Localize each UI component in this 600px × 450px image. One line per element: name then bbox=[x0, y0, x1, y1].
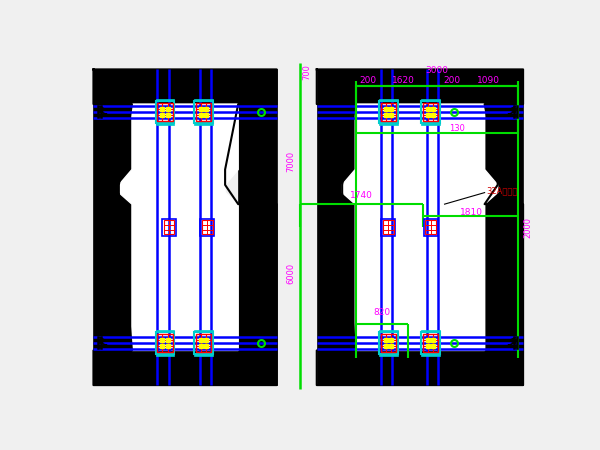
Bar bbox=[380, 103, 396, 121]
Bar bbox=[421, 99, 440, 101]
Text: 200: 200 bbox=[359, 76, 376, 86]
Bar bbox=[425, 220, 436, 234]
Polygon shape bbox=[119, 104, 238, 351]
Bar bbox=[421, 354, 440, 356]
Bar bbox=[485, 104, 523, 351]
Bar bbox=[94, 104, 132, 351]
Bar bbox=[317, 351, 523, 385]
Bar bbox=[94, 351, 277, 385]
Bar bbox=[317, 69, 523, 104]
Text: 7000: 7000 bbox=[286, 151, 295, 172]
Bar bbox=[200, 219, 214, 236]
Bar bbox=[194, 99, 213, 101]
Bar bbox=[356, 86, 518, 133]
Bar bbox=[202, 220, 213, 234]
Bar bbox=[156, 101, 174, 122]
Text: 2000: 2000 bbox=[523, 217, 532, 238]
Bar bbox=[421, 330, 440, 332]
Bar bbox=[317, 104, 355, 351]
Text: 1810: 1810 bbox=[460, 208, 483, 217]
Text: 32A工字钉: 32A工字钉 bbox=[486, 187, 518, 196]
Bar bbox=[379, 122, 398, 125]
Bar bbox=[194, 354, 213, 356]
Bar bbox=[379, 330, 398, 332]
Text: 1740: 1740 bbox=[350, 191, 373, 200]
Bar bbox=[421, 122, 440, 125]
Polygon shape bbox=[342, 104, 497, 351]
Bar bbox=[156, 332, 174, 354]
Bar bbox=[196, 333, 211, 352]
Bar bbox=[196, 103, 211, 121]
Bar bbox=[156, 122, 174, 125]
Bar bbox=[194, 330, 213, 332]
Text: 1090: 1090 bbox=[477, 76, 500, 86]
Bar bbox=[380, 333, 396, 352]
Bar bbox=[156, 330, 174, 332]
Bar bbox=[379, 99, 398, 101]
Bar bbox=[423, 103, 439, 121]
Text: 130: 130 bbox=[449, 124, 465, 133]
Bar bbox=[382, 219, 395, 236]
Bar bbox=[157, 333, 173, 352]
Text: 200: 200 bbox=[443, 76, 460, 86]
Bar bbox=[194, 122, 213, 125]
Text: 3000: 3000 bbox=[425, 67, 448, 76]
Text: 1620: 1620 bbox=[392, 76, 415, 86]
Bar bbox=[157, 103, 173, 121]
Bar bbox=[156, 354, 174, 356]
Bar bbox=[194, 332, 213, 354]
Bar bbox=[162, 219, 176, 236]
Bar bbox=[94, 69, 277, 104]
Bar bbox=[379, 101, 398, 122]
Text: 6000: 6000 bbox=[286, 263, 295, 284]
Bar bbox=[424, 219, 437, 236]
Bar bbox=[379, 332, 398, 354]
Text: 700: 700 bbox=[302, 64, 311, 80]
Bar bbox=[194, 101, 213, 122]
Bar bbox=[164, 220, 174, 234]
Bar bbox=[421, 332, 440, 354]
Bar bbox=[156, 99, 174, 101]
Text: 820: 820 bbox=[374, 308, 391, 317]
Bar bbox=[421, 101, 440, 122]
Bar bbox=[423, 333, 439, 352]
Bar bbox=[379, 354, 398, 356]
Bar bbox=[383, 220, 394, 234]
Bar bbox=[238, 104, 277, 351]
